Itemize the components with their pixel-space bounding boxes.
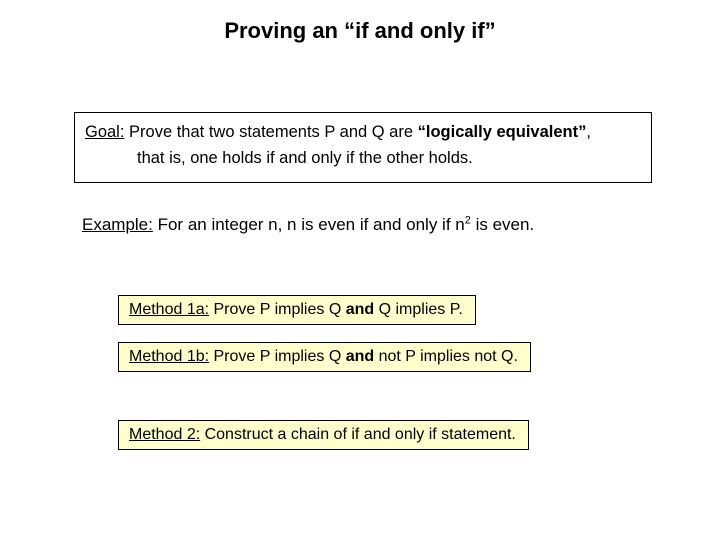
example-text-b: is even. — [471, 215, 534, 234]
example-line: Example: For an integer n, n is even if … — [82, 215, 534, 235]
page-title: Proving an “if and only if” — [0, 18, 720, 44]
goal-line2: that is, one holds if and only if the ot… — [137, 145, 641, 171]
method-2-t1: Construct a chain of if and only if stat… — [200, 426, 516, 443]
method-1a-t1: Prove P implies Q — [209, 301, 346, 318]
method-1b-label: Method 1b: — [129, 348, 209, 365]
goal-line1-a: Prove that two statements P and Q are — [124, 123, 417, 141]
method-1b-bold: and — [346, 348, 374, 365]
method-1b-t2: not P implies not Q. — [374, 348, 518, 365]
goal-box: Goal: Prove that two statements P and Q … — [74, 112, 652, 183]
method-1b-box: Method 1b: Prove P implies Q and not P i… — [118, 342, 531, 372]
method-2-label: Method 2: — [129, 426, 200, 443]
method-1a-label: Method 1a: — [129, 301, 209, 318]
goal-line1-bold: “logically equivalent” — [418, 123, 587, 141]
method-1a-box: Method 1a: Prove P implies Q and Q impli… — [118, 295, 476, 325]
example-label: Example: — [82, 215, 153, 234]
method-1b-t1: Prove P implies Q — [209, 348, 346, 365]
method-1a-bold: and — [346, 301, 374, 318]
method-2-box: Method 2: Construct a chain of if and on… — [118, 420, 529, 450]
method-1a-t2: Q implies P. — [374, 301, 463, 318]
goal-line1: Goal: Prove that two statements P and Q … — [85, 119, 641, 145]
goal-label: Goal: — [85, 123, 124, 141]
goal-line1-c: , — [586, 123, 591, 141]
example-text-a: For an integer n, n is even if and only … — [153, 215, 465, 234]
